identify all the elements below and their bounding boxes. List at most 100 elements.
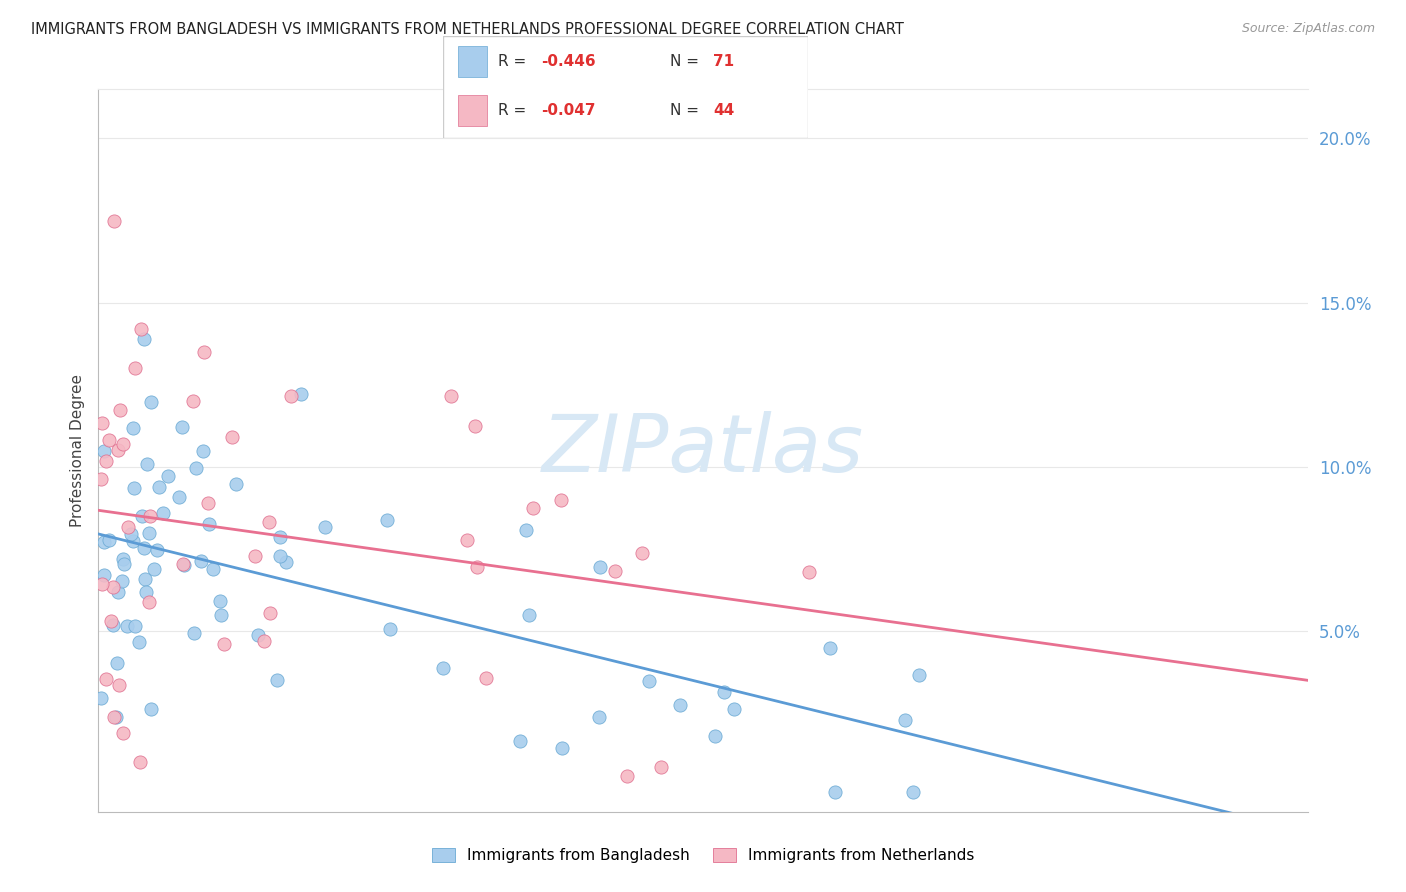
Point — [90, 577, 112, 591]
Point — [517, 608, 540, 623]
Text: 71: 71 — [713, 54, 734, 69]
Point — [465, 560, 488, 574]
Point — [515, 523, 537, 537]
Point — [139, 394, 162, 409]
Point — [124, 619, 146, 633]
Point — [169, 491, 191, 505]
Point — [91, 416, 114, 430]
Point — [375, 513, 398, 527]
Text: Source: ZipAtlas.com: Source: ZipAtlas.com — [1241, 22, 1375, 36]
Point — [146, 542, 169, 557]
Point — [122, 533, 145, 548]
Point — [631, 546, 654, 560]
Text: R =: R = — [498, 54, 531, 69]
Point — [173, 558, 195, 573]
Legend: Immigrants from Bangladesh, Immigrants from Netherlands: Immigrants from Bangladesh, Immigrants f… — [426, 842, 980, 869]
Point — [132, 541, 155, 555]
Point — [93, 534, 115, 549]
Text: N =: N = — [669, 54, 703, 69]
Point — [269, 549, 291, 563]
Point — [111, 726, 134, 740]
Point — [111, 574, 134, 589]
Point — [121, 421, 143, 435]
Point — [97, 433, 120, 447]
Point — [253, 634, 276, 648]
Point — [129, 756, 152, 770]
Point — [225, 476, 247, 491]
Point — [103, 617, 125, 632]
Point — [134, 572, 156, 586]
Point — [713, 684, 735, 698]
Point — [259, 606, 281, 620]
Point — [131, 509, 153, 524]
Point — [276, 555, 298, 569]
Point — [824, 785, 846, 799]
Point — [112, 558, 135, 572]
Point — [108, 403, 131, 417]
Point — [266, 673, 288, 687]
Point — [378, 622, 401, 636]
Text: -0.446: -0.446 — [541, 54, 596, 69]
Point — [148, 480, 170, 494]
Point — [603, 564, 626, 578]
Point — [190, 554, 212, 568]
Point — [616, 769, 638, 783]
Point — [93, 568, 115, 582]
Point — [132, 332, 155, 346]
Point — [439, 389, 461, 403]
Point — [170, 419, 193, 434]
Text: -0.047: -0.047 — [541, 103, 596, 118]
Point — [105, 656, 128, 670]
Point — [183, 626, 205, 640]
Point — [551, 741, 574, 756]
Point — [432, 661, 454, 675]
Point — [908, 668, 931, 682]
Point — [107, 442, 129, 457]
Point — [475, 671, 498, 685]
Point — [703, 729, 725, 743]
Point — [139, 702, 162, 716]
Point — [115, 619, 138, 633]
Point — [464, 418, 486, 433]
Point — [172, 557, 194, 571]
Point — [589, 560, 612, 574]
Point — [588, 710, 610, 724]
Point — [280, 389, 302, 403]
Point — [246, 628, 269, 642]
Point — [723, 702, 745, 716]
Point — [197, 496, 219, 510]
Point — [94, 672, 117, 686]
Point — [139, 509, 162, 524]
Point — [212, 637, 235, 651]
Point — [183, 393, 205, 408]
Point — [550, 492, 572, 507]
Text: 44: 44 — [713, 103, 735, 118]
Point — [100, 615, 122, 629]
Point — [124, 361, 146, 376]
Point — [797, 565, 820, 579]
Y-axis label: Professional Degree: Professional Degree — [69, 374, 84, 527]
FancyBboxPatch shape — [457, 46, 486, 77]
Point — [269, 530, 291, 544]
Point — [138, 595, 160, 609]
Point — [90, 472, 112, 486]
Point — [120, 527, 142, 541]
Point — [111, 551, 134, 566]
Point — [211, 607, 233, 622]
Point — [818, 641, 841, 656]
Text: R =: R = — [498, 103, 531, 118]
Point — [103, 580, 125, 594]
Point — [522, 501, 544, 516]
Point — [193, 345, 215, 359]
Text: IMMIGRANTS FROM BANGLADESH VS IMMIGRANTS FROM NETHERLANDS PROFESSIONAL DEGREE CO: IMMIGRANTS FROM BANGLADESH VS IMMIGRANTS… — [31, 22, 904, 37]
FancyBboxPatch shape — [443, 36, 808, 138]
Point — [201, 562, 224, 576]
Point — [108, 678, 131, 692]
Point — [156, 468, 179, 483]
Point — [456, 533, 478, 548]
Point — [638, 674, 661, 689]
Point — [128, 635, 150, 649]
Point — [894, 713, 917, 727]
Point — [314, 519, 336, 533]
Point — [668, 698, 690, 713]
